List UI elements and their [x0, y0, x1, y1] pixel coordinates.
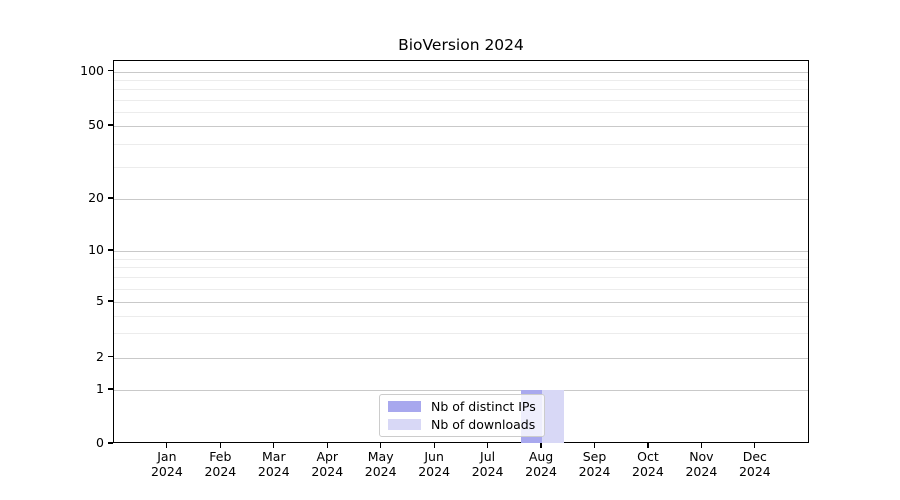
- x-tick-mark-0: [166, 443, 168, 448]
- gridline-6: [114, 288, 808, 290]
- x-tick-mark-3: [326, 443, 328, 448]
- x-tick-mark-1: [219, 443, 221, 448]
- x-tick-label-sep: Sep 2024: [578, 449, 611, 479]
- gridline-8: [114, 267, 808, 269]
- gridline-20: [114, 199, 808, 200]
- gridline-90: [114, 79, 808, 81]
- gridline-100: [114, 71, 808, 73]
- legend: Nb of distinct IPs Nb of downloads: [379, 394, 545, 437]
- x-tick-mark-6: [487, 443, 489, 448]
- x-tick-mark-9: [647, 443, 649, 448]
- y-tick-label-10: 10: [88, 242, 104, 257]
- gridline-5: [114, 302, 808, 303]
- gridline-60: [114, 111, 808, 113]
- plot-area: Nb of distinct IPs Nb of downloads: [113, 60, 809, 443]
- legend-swatch-downloads-icon: [388, 419, 421, 430]
- gridline-9: [114, 258, 808, 260]
- gridline-70: [114, 99, 808, 101]
- x-tick-label-oct: Oct 2024: [632, 449, 664, 479]
- x-tick-label-jun: Jun 2024: [418, 449, 451, 479]
- gridline-40: [114, 143, 808, 145]
- gridline-10: [114, 251, 808, 252]
- gridline-2: [114, 357, 808, 359]
- gridline-4: [114, 315, 808, 317]
- y-tick-mark-0: [108, 442, 113, 444]
- y-tick-mark-5: [108, 300, 113, 302]
- x-tick-label-feb: Feb 2024: [204, 449, 237, 479]
- bar-aug-2024-downloads: [542, 390, 564, 443]
- y-tick-label-5: 5: [96, 293, 104, 308]
- x-tick-label-jan: Jan 2024: [150, 449, 183, 479]
- gridline-1: [114, 390, 808, 391]
- x-tick-mark-4: [380, 443, 382, 448]
- y-tick-mark-20: [108, 197, 113, 199]
- y-tick-mark-1: [108, 388, 113, 390]
- y-tick-label-100: 100: [80, 62, 104, 78]
- y-tick-mark-50: [108, 124, 113, 126]
- x-tick-label-nov: Nov 2024: [685, 449, 718, 479]
- y-tick-label-20: 20: [88, 190, 104, 205]
- y-tick-label-1: 1: [96, 381, 104, 396]
- x-tick-mark-7: [540, 443, 542, 448]
- y-tick-label-2: 2: [96, 348, 104, 364]
- x-tick-label-may: May 2024: [364, 449, 397, 479]
- y-tick-label-0: 0: [96, 435, 104, 450]
- gridline-3: [114, 332, 808, 334]
- gridline-30: [114, 166, 808, 168]
- x-tick-mark-2: [273, 443, 275, 448]
- y-tick-mark-2: [108, 355, 113, 358]
- x-tick-label-dec: Dec 2024: [738, 449, 771, 479]
- chart-title: BioVersion 2024: [398, 36, 524, 54]
- legend-label-downloads: Nb of downloads: [431, 417, 536, 432]
- x-tick-label-aug: Aug 2024: [525, 449, 557, 479]
- x-tick-label-jul: Jul 2024: [471, 449, 504, 479]
- x-tick-mark-10: [700, 443, 702, 448]
- x-tick-label-mar: Mar 2024: [257, 449, 290, 479]
- x-tick-label-apr: Apr 2024: [311, 449, 344, 479]
- legend-item-downloads: Nb of downloads: [388, 417, 536, 432]
- gridline-80: [114, 89, 808, 91]
- legend-item-distinct-ips: Nb of distinct IPs: [388, 399, 536, 414]
- x-tick-mark-8: [593, 443, 596, 448]
- y-tick-mark-100: [108, 69, 113, 72]
- gridline-50: [114, 126, 808, 127]
- x-tick-mark-5: [433, 443, 435, 448]
- y-tick-mark-10: [108, 249, 113, 251]
- legend-label-distinct-ips: Nb of distinct IPs: [431, 399, 536, 414]
- x-tick-mark-11: [754, 443, 756, 448]
- y-tick-label-50: 50: [88, 117, 104, 132]
- legend-swatch-distinct-ips-icon: [388, 401, 421, 412]
- gridline-7: [114, 277, 808, 279]
